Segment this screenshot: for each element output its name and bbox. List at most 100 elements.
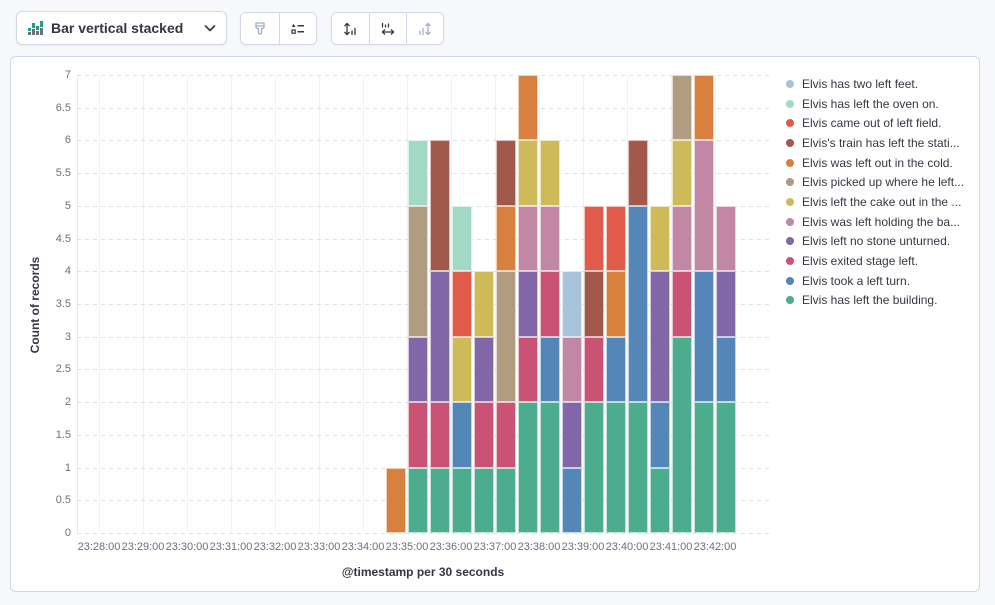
bar-segment[interactable] xyxy=(452,467,472,533)
bar-segment[interactable] xyxy=(408,402,428,468)
bar-segment[interactable] xyxy=(386,467,406,533)
bar-segment[interactable] xyxy=(606,336,626,403)
legend-color-dot xyxy=(786,296,794,305)
bar-segment[interactable] xyxy=(562,336,582,403)
bar-segment[interactable] xyxy=(694,140,714,272)
bottom-axis-icon xyxy=(381,22,395,35)
bar-segment[interactable] xyxy=(518,140,538,206)
bar-segment[interactable] xyxy=(518,402,538,533)
bar-segment[interactable] xyxy=(496,271,516,403)
bar-segment[interactable] xyxy=(628,140,648,206)
bar-segment[interactable] xyxy=(474,336,494,403)
legend-item[interactable]: Elvis left no stone unturned. xyxy=(786,232,976,252)
legend-color-dot xyxy=(786,119,794,128)
bar-segment[interactable] xyxy=(584,402,604,533)
bar-segment[interactable] xyxy=(672,205,692,272)
bar-segment[interactable] xyxy=(650,467,670,533)
bar-segment[interactable] xyxy=(672,271,692,337)
bottom-axis-button[interactable] xyxy=(368,13,406,44)
legend-item[interactable]: Elvis has left the building. xyxy=(786,291,976,311)
style-button-group xyxy=(240,12,317,45)
bar-segment[interactable] xyxy=(650,205,670,272)
legend-item[interactable]: Elvis's train has left the stati... xyxy=(786,133,976,153)
bar-segment[interactable] xyxy=(672,140,692,206)
bar-segment[interactable] xyxy=(430,271,450,403)
lens-toolbar: Bar vertical stacked xyxy=(0,0,995,56)
bar-segment[interactable] xyxy=(496,205,516,272)
bar-segment[interactable] xyxy=(452,336,472,403)
legend-color-dot xyxy=(786,197,794,206)
bar-segment[interactable] xyxy=(430,467,450,533)
bar-segment[interactable] xyxy=(408,140,428,206)
bar-segment[interactable] xyxy=(452,271,472,337)
bar-segment[interactable] xyxy=(716,402,736,533)
legend-label: Elvis has left the oven on. xyxy=(802,96,939,111)
legend-settings-button[interactable] xyxy=(278,13,316,44)
bar-segment[interactable] xyxy=(540,336,560,403)
legend-label: Elvis has two left feet. xyxy=(802,76,919,91)
legend-label: Elvis picked up where he left... xyxy=(802,175,965,190)
bar-segment[interactable] xyxy=(496,467,516,533)
legend-color-dot xyxy=(786,257,794,266)
bar-segment[interactable] xyxy=(518,75,538,141)
bar-segment[interactable] xyxy=(496,140,516,206)
bar-segment[interactable] xyxy=(694,75,714,141)
bar-segment[interactable] xyxy=(474,467,494,533)
legend-item[interactable]: Elvis has left the oven on. xyxy=(786,94,976,114)
bar-segment[interactable] xyxy=(562,271,582,337)
bar-segment[interactable] xyxy=(584,336,604,403)
bar-segment[interactable] xyxy=(540,140,560,206)
bar-segment[interactable] xyxy=(650,271,670,403)
bar-segment[interactable] xyxy=(606,271,626,337)
legend-item[interactable]: Elvis left the cake out in the ... xyxy=(786,192,976,212)
bar-segment[interactable] xyxy=(694,402,714,533)
legend-color-dot xyxy=(786,138,794,147)
bar-segment[interactable] xyxy=(408,336,428,403)
legend-label: Elvis's train has left the stati... xyxy=(802,135,960,150)
bar-segment[interactable] xyxy=(628,205,648,403)
bar-segment[interactable] xyxy=(496,402,516,468)
bar-segment[interactable] xyxy=(540,205,560,272)
bar-segment[interactable] xyxy=(606,402,626,533)
bar-segment[interactable] xyxy=(562,467,582,533)
bar-segment[interactable] xyxy=(650,402,670,468)
legend-item[interactable]: Elvis exited stage left. xyxy=(786,251,976,271)
bar-segment[interactable] xyxy=(628,402,648,533)
legend-item[interactable]: Elvis came out of left field. xyxy=(786,113,976,133)
bar-segment[interactable] xyxy=(474,271,494,337)
bar-segment[interactable] xyxy=(408,205,428,337)
bar-segment[interactable] xyxy=(540,271,560,337)
chart-type-dropdown[interactable]: Bar vertical stacked xyxy=(16,11,227,45)
legend-label: Elvis came out of left field. xyxy=(802,116,942,131)
bar-segment[interactable] xyxy=(430,140,450,272)
bar-segment[interactable] xyxy=(562,402,582,468)
bar-segment[interactable] xyxy=(694,271,714,403)
bar-segment[interactable] xyxy=(518,271,538,337)
visual-options-button[interactable] xyxy=(241,13,279,44)
bar-segment[interactable] xyxy=(716,205,736,272)
bar-segment[interactable] xyxy=(518,336,538,403)
bar-segment[interactable] xyxy=(672,75,692,141)
legend-label: Elvis exited stage left. xyxy=(802,254,919,269)
bar-segment[interactable] xyxy=(452,205,472,272)
bar-segment[interactable] xyxy=(606,205,626,272)
legend-item[interactable]: Elvis was left holding the ba... xyxy=(786,212,976,232)
bar-segment[interactable] xyxy=(430,402,450,468)
bar-segment[interactable] xyxy=(716,336,736,403)
bar-segment[interactable] xyxy=(672,336,692,533)
bar-segment[interactable] xyxy=(584,271,604,337)
legend-item[interactable]: Elvis picked up where he left... xyxy=(786,172,976,192)
bar-segment[interactable] xyxy=(408,467,428,533)
right-axis-button[interactable] xyxy=(406,13,443,44)
legend-item[interactable]: Elvis was left out in the cold. xyxy=(786,153,976,173)
bar-segment[interactable] xyxy=(452,402,472,468)
legend-item[interactable]: Elvis took a left turn. xyxy=(786,271,976,291)
legend-item[interactable]: Elvis has two left feet. xyxy=(786,74,976,94)
bar-segment[interactable] xyxy=(540,402,560,533)
bar-segment[interactable] xyxy=(518,205,538,272)
bar-segment[interactable] xyxy=(584,205,604,272)
legend-label: Elvis has left the building. xyxy=(802,293,938,308)
left-axis-button[interactable] xyxy=(332,13,369,44)
bar-segment[interactable] xyxy=(474,402,494,468)
bar-segment[interactable] xyxy=(716,271,736,337)
